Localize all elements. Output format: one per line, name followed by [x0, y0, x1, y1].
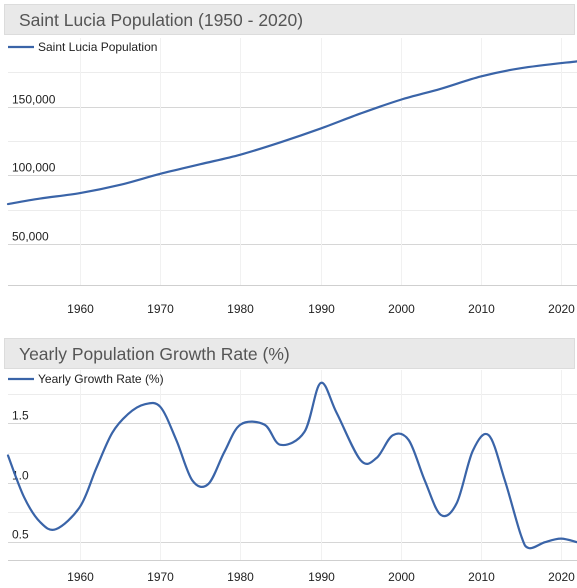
growth-rate-chart-header: Yearly Population Growth Rate (%) — [4, 338, 575, 369]
population-line-chart: 50,000 100,000 150,000 1960 1970 1980 1990 2000… — [6, 38, 577, 316]
growth-y-tick-label: 1.5 — [12, 409, 29, 423]
population-chart-title: Saint Lucia Population (1950 - 2020) — [19, 10, 304, 30]
population-x-tick-label: 1970 — [147, 302, 174, 316]
growth-x-tick-label: 1960 — [67, 570, 94, 584]
population-legend: Saint Lucia Population — [8, 40, 157, 54]
growth-x-tick-label: 1970 — [147, 570, 174, 584]
population-x-tick-label: 2020 — [548, 302, 575, 316]
population-chart-header: Saint Lucia Population (1950 - 2020) — [4, 4, 575, 35]
population-y-tick-label: 100,000 — [12, 161, 56, 175]
growth-legend: Yearly Growth Rate (%) — [8, 372, 164, 386]
population-chart-panel: Saint Lucia Population (1950 - 2020) 50,… — [4, 4, 577, 316]
growth-x-tick-label: 2000 — [388, 570, 415, 584]
population-legend-label: Saint Lucia Population — [38, 40, 157, 54]
population-x-tick-label: 2010 — [468, 302, 495, 316]
population-y-tick-label: 150,000 — [12, 93, 56, 107]
growth-x-tick-label: 1990 — [308, 570, 335, 584]
population-x-tick-label: 2000 — [388, 302, 415, 316]
growth-rate-chart-panel: Yearly Population Growth Rate (%) 0.5 1.0… — [0, 334, 577, 588]
population-x-tick-label: 1990 — [308, 302, 335, 316]
population-y-tick-label: 50,000 — [12, 230, 49, 244]
population-series-line — [6, 60, 577, 206]
growth-x-tick-label: 2010 — [468, 570, 495, 584]
growth-rate-chart-title: Yearly Population Growth Rate (%) — [19, 344, 290, 364]
growth-legend-label: Yearly Growth Rate (%) — [38, 372, 164, 386]
population-x-tick-label: 1980 — [227, 302, 254, 316]
population-x-tick-label: 1960 — [67, 302, 94, 316]
growth-x-tick-label: 1980 — [227, 570, 254, 584]
growth-y-tick-label: 0.5 — [12, 528, 29, 542]
growth-x-tick-label: 2020 — [548, 570, 575, 584]
growth-series-line — [6, 381, 577, 550]
